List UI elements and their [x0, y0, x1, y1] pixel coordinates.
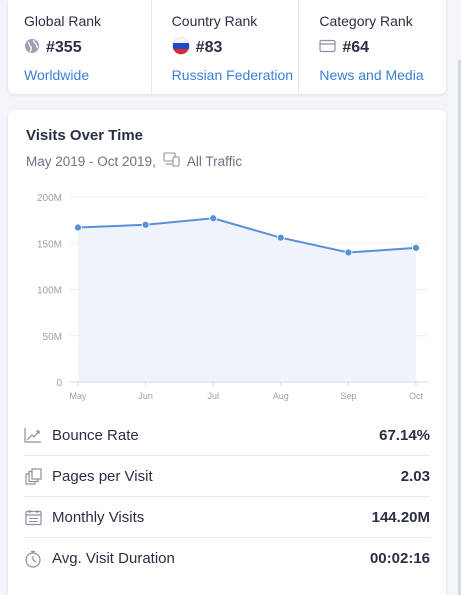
scrollbar[interactable] [458, 60, 461, 595]
x-tick-label: Jun [138, 391, 153, 401]
country-rank: Country Rank #83 Russian Federation [152, 0, 300, 94]
metric-value: 2.03 [400, 467, 430, 485]
traffic-icon [163, 152, 181, 170]
global-rank: Global Rank #355 Worldwide [8, 0, 152, 94]
area-fill [78, 218, 416, 382]
country-rank-title: Country Rank [171, 13, 258, 29]
x-tick-label: Aug [273, 391, 289, 401]
category-rank-link[interactable]: News and Media [319, 67, 424, 83]
data-point [344, 248, 353, 257]
y-tick-label: 50M [43, 332, 62, 343]
date-range: May 2019 - Oct 2019, [26, 153, 156, 169]
pages-icon [24, 467, 42, 485]
visits-title: Visits Over Time [26, 127, 144, 144]
globe-icon [24, 38, 40, 59]
category-rank: Category Rank #64 News and Media [299, 0, 446, 94]
visits-subtitle: May 2019 - Oct 2019, All Traffic [26, 152, 242, 170]
x-tick-label: Jul [207, 391, 219, 401]
calendar-icon [24, 508, 42, 526]
russia-flag-icon [171, 36, 190, 60]
x-tick-label: Oct [409, 391, 424, 401]
data-point [209, 214, 218, 223]
y-tick-label: 150M [37, 239, 62, 250]
metric-label: Avg. Visit Duration [52, 550, 175, 567]
metric-label: Pages per Visit [52, 467, 153, 485]
metric-row-monthly-visits: Monthly Visits 144.20M [24, 497, 430, 538]
bounce-rate-icon [24, 426, 42, 444]
category-rank-title: Category Rank [319, 13, 413, 29]
visits-card: Visits Over Time May 2019 - Oct 2019, Al… [8, 110, 446, 595]
data-point [141, 220, 150, 229]
category-rank-value: #64 [342, 39, 370, 56]
metric-value: 67.14% [379, 426, 430, 444]
folder-icon [319, 39, 336, 58]
y-tick-label: 0 [56, 378, 62, 389]
metric-value: 00:02:16 [369, 550, 430, 567]
data-point [276, 233, 285, 242]
metric-row-pages-per-visit: Pages per Visit 2.03 [24, 456, 430, 497]
metric-label: Monthly Visits [52, 508, 145, 526]
x-tick-label: May [69, 391, 87, 401]
visits-chart: 200M 150M 100M 50M 0 May Jun Jul Aug Sep Oct [37, 193, 428, 401]
data-point [74, 223, 82, 232]
global-rank-title: Global Rank [24, 13, 102, 29]
metric-row-bounce-rate: Bounce Rate 67.14% [24, 415, 430, 456]
global-rank-value: #355 [46, 39, 82, 56]
metric-value: 144.20M [371, 508, 430, 526]
x-tick-label: Sep [340, 391, 356, 401]
rank-card: Global Rank #355 Worldwide Country Rank … [8, 0, 446, 94]
global-rank-link[interactable]: Worldwide [24, 67, 90, 83]
metric-row-visit-duration: Avg. Visit Duration 00:02:16 [24, 538, 430, 579]
metric-label: Bounce Rate [52, 426, 139, 444]
metrics-list: Bounce Rate 67.14% Pages per Visit 2.03 … [24, 415, 430, 579]
y-tick-label: 100M [37, 286, 62, 297]
y-tick-label: 200M [37, 193, 62, 204]
data-point [412, 243, 420, 252]
country-rank-link[interactable]: Russian Federation [171, 67, 294, 83]
stopwatch-icon [24, 550, 42, 568]
country-rank-value: #83 [195, 39, 223, 56]
traffic-type: All Traffic [186, 153, 243, 169]
series-line [77, 217, 417, 254]
